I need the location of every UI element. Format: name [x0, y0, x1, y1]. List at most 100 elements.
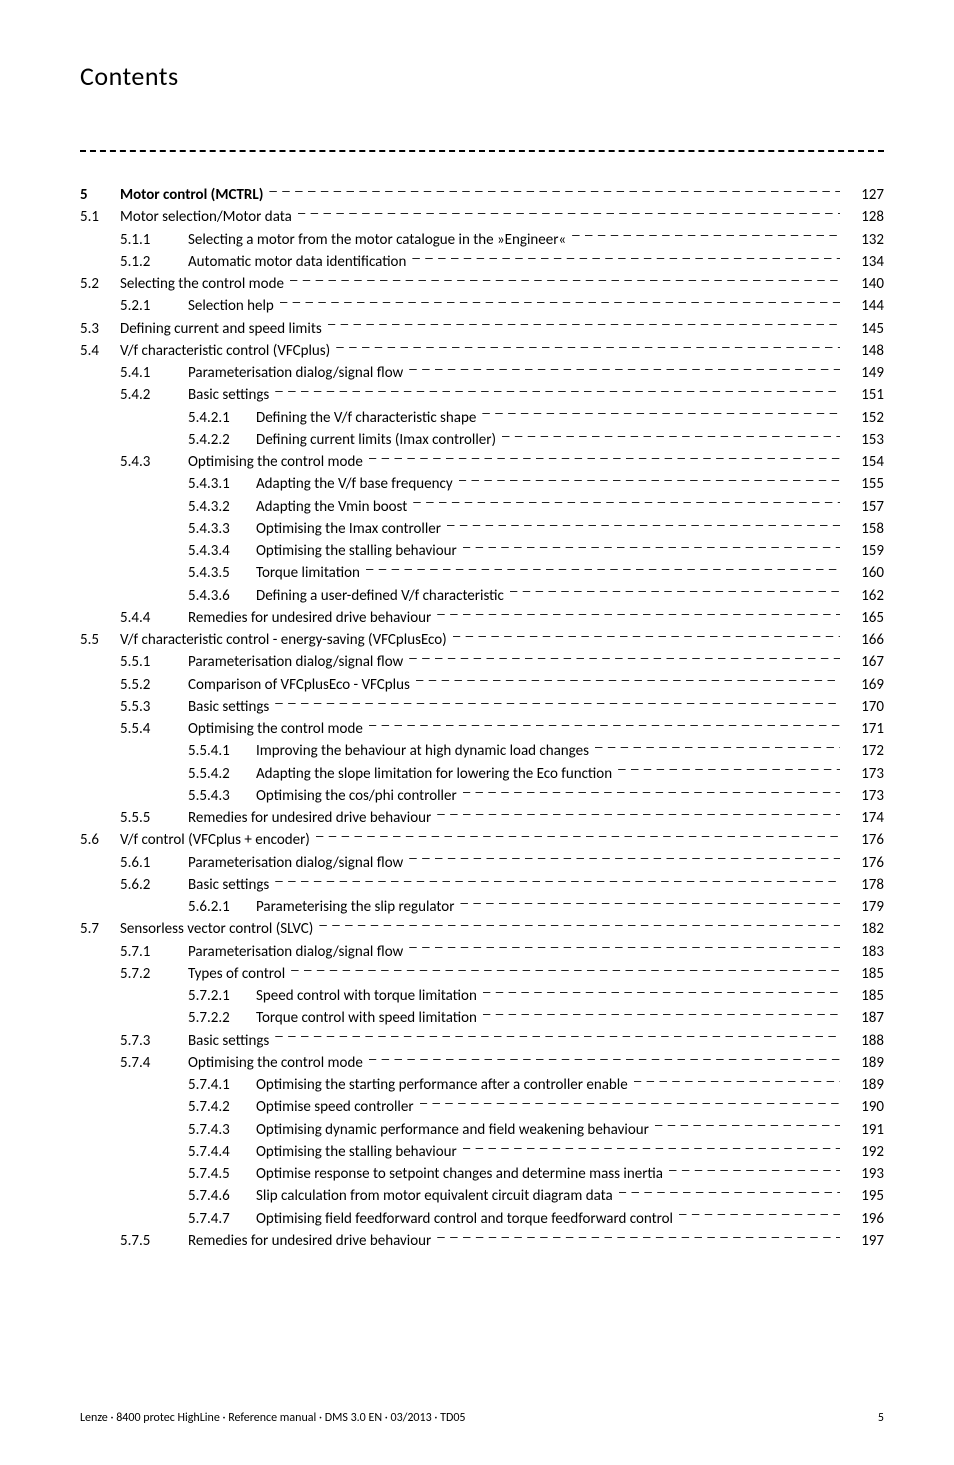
toc-number: 5.7.1 [120, 942, 188, 962]
toc-label: Selecting the control mode [120, 274, 284, 294]
toc-entry[interactable]: 5.6V/f control (VFCplus + encoder)176 [80, 829, 884, 850]
toc-entry[interactable]: 5.7.4.6Slip calculation from motor equiv… [80, 1185, 884, 1206]
toc-entry[interactable]: 5.4.3.6Defining a user-defined V/f chara… [80, 585, 884, 606]
toc-entry[interactable]: 5.6.2Basic settings178 [80, 874, 884, 895]
toc-label: Parameterisation dialog/signal flow [188, 942, 403, 962]
toc-page: 187 [844, 1008, 884, 1028]
toc-label: Parameterising the slip regulator [256, 897, 454, 917]
toc-entry[interactable]: 5.7.4.3Optimising dynamic performance an… [80, 1119, 884, 1140]
toc-page: 196 [844, 1209, 884, 1229]
toc-entry[interactable]: 5.7.5Remedies for undesired drive behavi… [80, 1230, 884, 1251]
toc-entry[interactable]: 5.1Motor selection/Motor data128 [80, 206, 884, 227]
toc-entry[interactable]: 5.5.2Comparison of VFCplusEco - VFCplus1… [80, 674, 884, 695]
toc-entry[interactable]: 5.3Defining current and speed limits145 [80, 318, 884, 339]
toc-label: Motor control (MCTRL) [120, 185, 263, 205]
toc-entry[interactable]: 5.4.4Remedies for undesired drive behavi… [80, 607, 884, 628]
toc-leader [369, 451, 840, 466]
toc-number: 5.5.2 [120, 675, 188, 695]
toc-entry[interactable]: 5.7.4.1Optimising the starting performan… [80, 1074, 884, 1095]
toc-leader [437, 807, 840, 822]
toc-entry[interactable]: 5.2.1Selection help144 [80, 295, 884, 316]
toc-entry[interactable]: 5.5.4Optimising the control mode171 [80, 718, 884, 739]
toc-leader [679, 1208, 840, 1223]
toc-leader [409, 651, 840, 666]
toc-entry[interactable]: 5.4.2Basic settings151 [80, 384, 884, 405]
toc-number: 5.7.4.6 [188, 1186, 256, 1206]
toc-leader [319, 918, 840, 933]
toc-entry[interactable]: 5.4V/f characteristic control (VFCplus)1… [80, 340, 884, 361]
toc-page: 155 [844, 474, 884, 494]
toc-page: 182 [844, 919, 884, 939]
toc-page: 165 [844, 608, 884, 628]
toc-entry[interactable]: 5.4.3.3Optimising the Imax controller158 [80, 518, 884, 539]
toc-label: Basic settings [188, 697, 269, 717]
toc-entry[interactable]: 5.1.1Selecting a motor from the motor ca… [80, 229, 884, 250]
toc-page: 167 [844, 652, 884, 672]
toc-number: 5.7.2.2 [188, 1008, 256, 1028]
toc-entry[interactable]: 5.7.4Optimising the control mode189 [80, 1052, 884, 1073]
toc-entry[interactable]: 5.5.1Parameterisation dialog/signal flow… [80, 651, 884, 672]
toc-entry[interactable]: 5.5.3Basic settings170 [80, 696, 884, 717]
toc-entry[interactable]: 5.7.1Parameterisation dialog/signal flow… [80, 941, 884, 962]
toc-number: 5 [80, 185, 120, 205]
toc-number: 5.4.3.5 [188, 563, 256, 583]
toc-entry[interactable]: 5.4.3.5Torque limitation160 [80, 562, 884, 583]
toc-entry[interactable]: 5.7.4.7Optimising field feedforward cont… [80, 1208, 884, 1229]
toc-number: 5.5.4 [120, 719, 188, 739]
toc-page: 189 [844, 1075, 884, 1095]
toc-entry[interactable]: 5.7.2.2Torque control with speed limitat… [80, 1007, 884, 1028]
toc-page: 190 [844, 1097, 884, 1117]
toc-leader [595, 740, 840, 755]
toc-entry[interactable]: 5.7.4.2Optimise speed controller190 [80, 1096, 884, 1117]
toc-label: Remedies for undesired drive behaviour [188, 608, 431, 628]
toc-entry[interactable]: 5.4.1Parameterisation dialog/signal flow… [80, 362, 884, 383]
toc-entry[interactable]: 5.7.4.5Optimise response to setpoint cha… [80, 1163, 884, 1184]
toc-label: Improving the behaviour at high dynamic … [256, 741, 589, 761]
toc-entry[interactable]: 5.2Selecting the control mode140 [80, 273, 884, 294]
toc-entry[interactable]: 5.6.2.1Parameterising the slip regulator… [80, 896, 884, 917]
toc-entry[interactable]: 5.7Sensorless vector control (SLVC)182 [80, 918, 884, 939]
toc-leader [413, 496, 840, 511]
toc-entry[interactable]: 5.5.4.2Adapting the slope limitation for… [80, 763, 884, 784]
toc-label: Torque control with speed limitation [256, 1008, 477, 1028]
toc-leader [634, 1074, 840, 1089]
toc-entry[interactable]: 5.5.4.1Improving the behaviour at high d… [80, 740, 884, 761]
page-title: Contents [80, 60, 884, 92]
toc-entry[interactable]: 5.7.4.4Optimising the stalling behaviour… [80, 1141, 884, 1162]
toc-label: Optimising the stalling behaviour [256, 541, 457, 561]
toc-label: Parameterisation dialog/signal flow [188, 853, 403, 873]
toc-entry[interactable]: 5.7.3Basic settings188 [80, 1030, 884, 1051]
toc-leader [572, 229, 840, 244]
toc-entry[interactable]: 5.4.3Optimising the control mode154 [80, 451, 884, 472]
toc-label: Optimise speed controller [256, 1097, 414, 1117]
toc-label: Optimising the stalling behaviour [256, 1142, 457, 1162]
toc-entry[interactable]: 5.5V/f characteristic control - energy-s… [80, 629, 884, 650]
toc-label: Defining current limits (Imax controller… [256, 430, 496, 450]
toc-leader [275, 1030, 840, 1045]
toc-label: Defining the V/f characteristic shape [256, 408, 476, 428]
toc-page: 170 [844, 697, 884, 717]
toc-page: 185 [844, 986, 884, 1006]
toc-number: 5.1 [80, 207, 120, 227]
toc-label: V/f control (VFCplus + encoder) [120, 830, 310, 850]
toc-entry[interactable]: 5.1.2Automatic motor data identification… [80, 251, 884, 272]
toc-number: 5.4.3.2 [188, 497, 256, 517]
toc-page: 140 [844, 274, 884, 294]
toc-entry[interactable]: 5Motor control (MCTRL)127 [80, 184, 884, 205]
toc-entry[interactable]: 5.6.1Parameterisation dialog/signal flow… [80, 852, 884, 873]
toc-number: 5.7.4.5 [188, 1164, 256, 1184]
toc-entry[interactable]: 5.4.3.1Adapting the V/f base frequency15… [80, 473, 884, 494]
toc-page: 158 [844, 519, 884, 539]
toc-page: 173 [844, 786, 884, 806]
toc-entry[interactable]: 5.7.2Types of control185 [80, 963, 884, 984]
toc-label: Speed control with torque limitation [256, 986, 477, 1006]
toc-entry[interactable]: 5.4.3.2Adapting the Vmin boost157 [80, 496, 884, 517]
toc-page: 144 [844, 296, 884, 316]
toc-entry[interactable]: 5.4.2.1Defining the V/f characteristic s… [80, 407, 884, 428]
toc-entry[interactable]: 5.5.5Remedies for undesired drive behavi… [80, 807, 884, 828]
toc-entry[interactable]: 5.7.2.1Speed control with torque limitat… [80, 985, 884, 1006]
toc-page: 152 [844, 408, 884, 428]
toc-entry[interactable]: 5.5.4.3Optimising the cos/phi controller… [80, 785, 884, 806]
toc-entry[interactable]: 5.4.2.2Defining current limits (Imax con… [80, 429, 884, 450]
toc-entry[interactable]: 5.4.3.4Optimising the stalling behaviour… [80, 540, 884, 561]
